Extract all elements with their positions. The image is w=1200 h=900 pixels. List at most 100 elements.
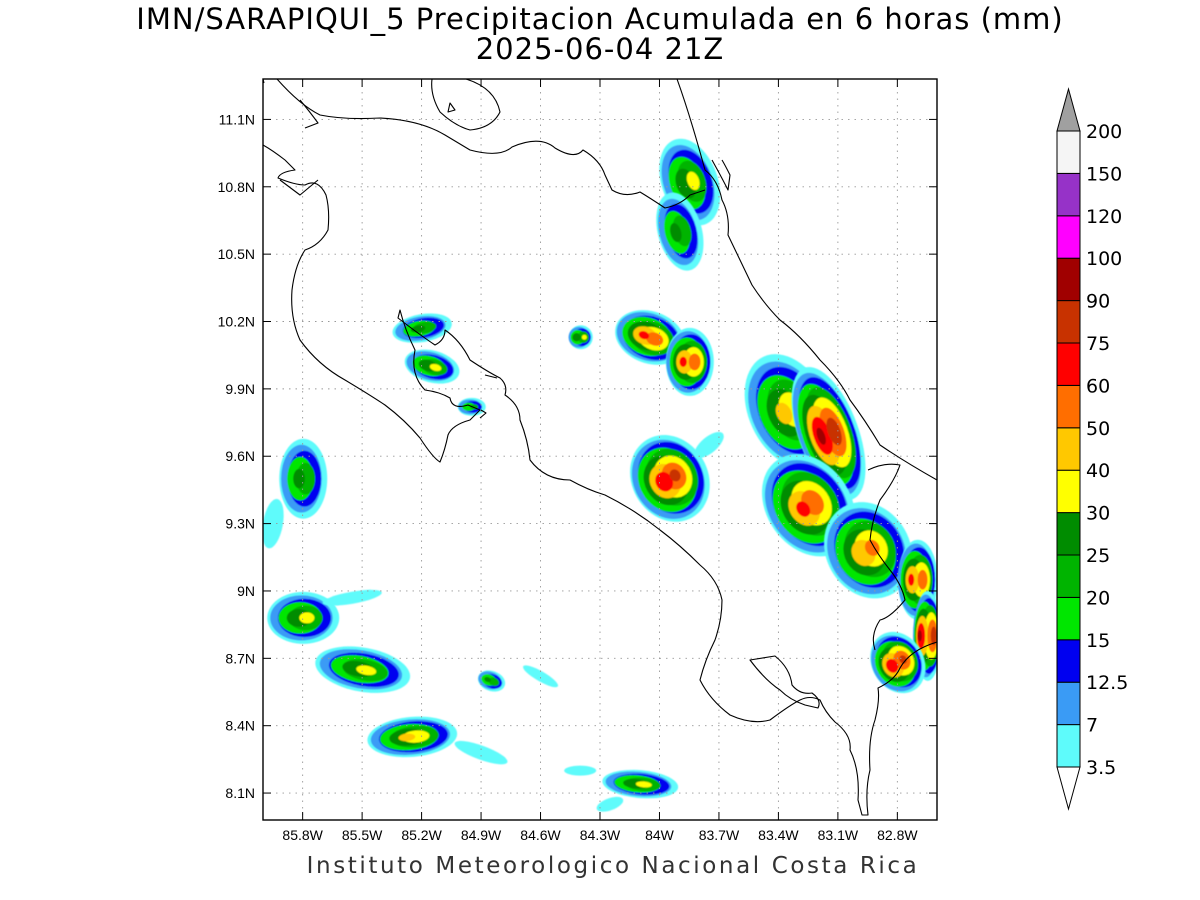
- rain-contour-level: [917, 630, 922, 642]
- map-title: IMN/SARAPIQUI_5 Precipitacion Acumulada …: [136, 2, 1064, 36]
- colorbar-segment: [1056, 172, 1081, 217]
- lon-tick-label: 82.8W: [877, 827, 918, 843]
- rain-cell: [824, 502, 913, 599]
- precipitation-field: [263, 138, 937, 812]
- rain-light-streak: [694, 431, 724, 459]
- lat-tick-label: 10.2N: [218, 314, 255, 330]
- rain-contour-level: [688, 353, 701, 371]
- colorbar-label: 40: [1086, 460, 1110, 482]
- rain-cell: [791, 367, 866, 501]
- rain-cell: [630, 435, 710, 522]
- colorbar-segment: [1056, 639, 1081, 683]
- lon-tick-label: 84.3W: [580, 827, 621, 843]
- colorbar-segment: [1056, 596, 1081, 641]
- colorbar-label: 200: [1086, 121, 1122, 143]
- colorbar-segment: [1056, 130, 1081, 174]
- colorbar-label: 90: [1086, 291, 1110, 313]
- rain-light-streak: [564, 765, 597, 776]
- rain-contour-level: [796, 501, 811, 517]
- rain-light-streak: [523, 665, 559, 688]
- lon-tick-label: 83.1W: [818, 827, 859, 843]
- lon-tick-label: 83.4W: [758, 827, 799, 843]
- colorbar-legend: 3.5 7 12.5 15 20 25 30 40 50 60 75 90 100 120 150 200: [1056, 87, 1128, 811]
- rain-cell: [315, 646, 411, 693]
- colorbar-segment: [1056, 215, 1081, 259]
- rain-cell: [267, 591, 340, 644]
- colorbar-segment: [1056, 724, 1081, 768]
- colorbar-label: 120: [1086, 206, 1122, 228]
- rain-cell: [568, 325, 593, 350]
- colorbar-label: 25: [1086, 545, 1110, 567]
- nicoya-gulf-islands: [479, 374, 498, 419]
- colorbar-segment: [1056, 257, 1081, 302]
- rain-contour-level: [484, 676, 491, 683]
- lat-tick-label: 10.8N: [218, 179, 255, 195]
- rain-cell: [665, 327, 714, 396]
- lon-tick-label: 85.8W: [282, 827, 323, 843]
- colorbar-segment: [1056, 554, 1081, 598]
- lake-small-shore: [447, 102, 456, 113]
- panama-border: [867, 463, 906, 651]
- colorbar-segment: [1056, 342, 1081, 386]
- rain-light-streak: [454, 741, 508, 765]
- rain-contour-level: [885, 658, 899, 673]
- lat-tick-label: 8.7N: [225, 650, 255, 666]
- lat-lon-gridlines: [263, 79, 937, 820]
- colorbar-label: 150: [1086, 163, 1122, 185]
- rain-cell: [404, 349, 460, 384]
- rain-contour-level: [572, 333, 581, 342]
- rain-cell: [602, 769, 679, 799]
- rain-contour-level: [670, 223, 682, 243]
- lat-tick-label: 8.4N: [225, 718, 255, 734]
- map-subtitle-datetime: 2025-06-04 21Z: [475, 32, 725, 66]
- lat-tick-label: 9.3N: [225, 516, 255, 532]
- osa-golfo-dulce-shore: [749, 655, 820, 709]
- colorbar-label: 50: [1086, 418, 1110, 440]
- lat-tick-label: 8.1N: [225, 785, 255, 801]
- lat-tick-label: 9.9N: [225, 381, 255, 397]
- rain-contour-level: [669, 469, 681, 482]
- map-area[interactable]: [259, 79, 942, 820]
- lon-tick-label: 83.7W: [699, 827, 740, 843]
- rain-contour-level: [775, 402, 793, 424]
- coastline-borders: [263, 79, 937, 816]
- credit-line: Instituto Meteorologico Nacional Costa R…: [306, 853, 920, 879]
- rain-light-streak: [263, 498, 284, 549]
- rain-contour-level: [826, 417, 842, 446]
- rain-contour-level: [638, 331, 650, 340]
- colorbar-label: 3.5: [1086, 757, 1116, 779]
- rain-contour-level: [930, 626, 937, 646]
- colorbar-label: 100: [1086, 248, 1122, 270]
- rain-contour-level: [917, 569, 928, 590]
- tortuguero-lagoon: [711, 159, 731, 191]
- lon-tick-label: 84W: [645, 827, 675, 843]
- lon-tick-label: 84.6W: [520, 827, 561, 843]
- colorbar-label: 15: [1086, 630, 1110, 652]
- rain-contour-level: [686, 171, 700, 190]
- colorbar-label: 75: [1086, 333, 1110, 355]
- colorbar-segment: [1056, 384, 1081, 429]
- lon-tick-label: 84.9W: [461, 827, 502, 843]
- rain-contour-level: [864, 539, 880, 556]
- colorbar-min-arrow: [1056, 766, 1081, 811]
- rain-contour-level: [646, 332, 664, 346]
- rain-contour-level: [356, 665, 377, 676]
- rain-contour-level: [635, 781, 652, 788]
- colorbar-segment: [1056, 427, 1081, 471]
- colorbar-segment: [1056, 469, 1081, 514]
- rain-contour-level: [429, 363, 442, 372]
- axis-ticks-and-labels: 85.8W 85.5W 85.2W 84.9W 84.6W 84.3W 84W 83.7W 83…: [218, 79, 937, 843]
- rain-light-streak: [596, 796, 624, 812]
- colorbar-max-arrow: [1056, 87, 1081, 132]
- colorbar-label: 30: [1086, 503, 1110, 525]
- rain-contour-level: [299, 612, 315, 624]
- rain-cell: [279, 438, 328, 519]
- colorbar-segment: [1056, 681, 1081, 726]
- colorbar-label: 60: [1086, 375, 1110, 397]
- rain-cell: [870, 631, 926, 694]
- rain-contour-level: [816, 427, 826, 445]
- rain-cell: [615, 310, 686, 365]
- rain-contour-level: [488, 677, 500, 686]
- rain-cell: [656, 192, 704, 271]
